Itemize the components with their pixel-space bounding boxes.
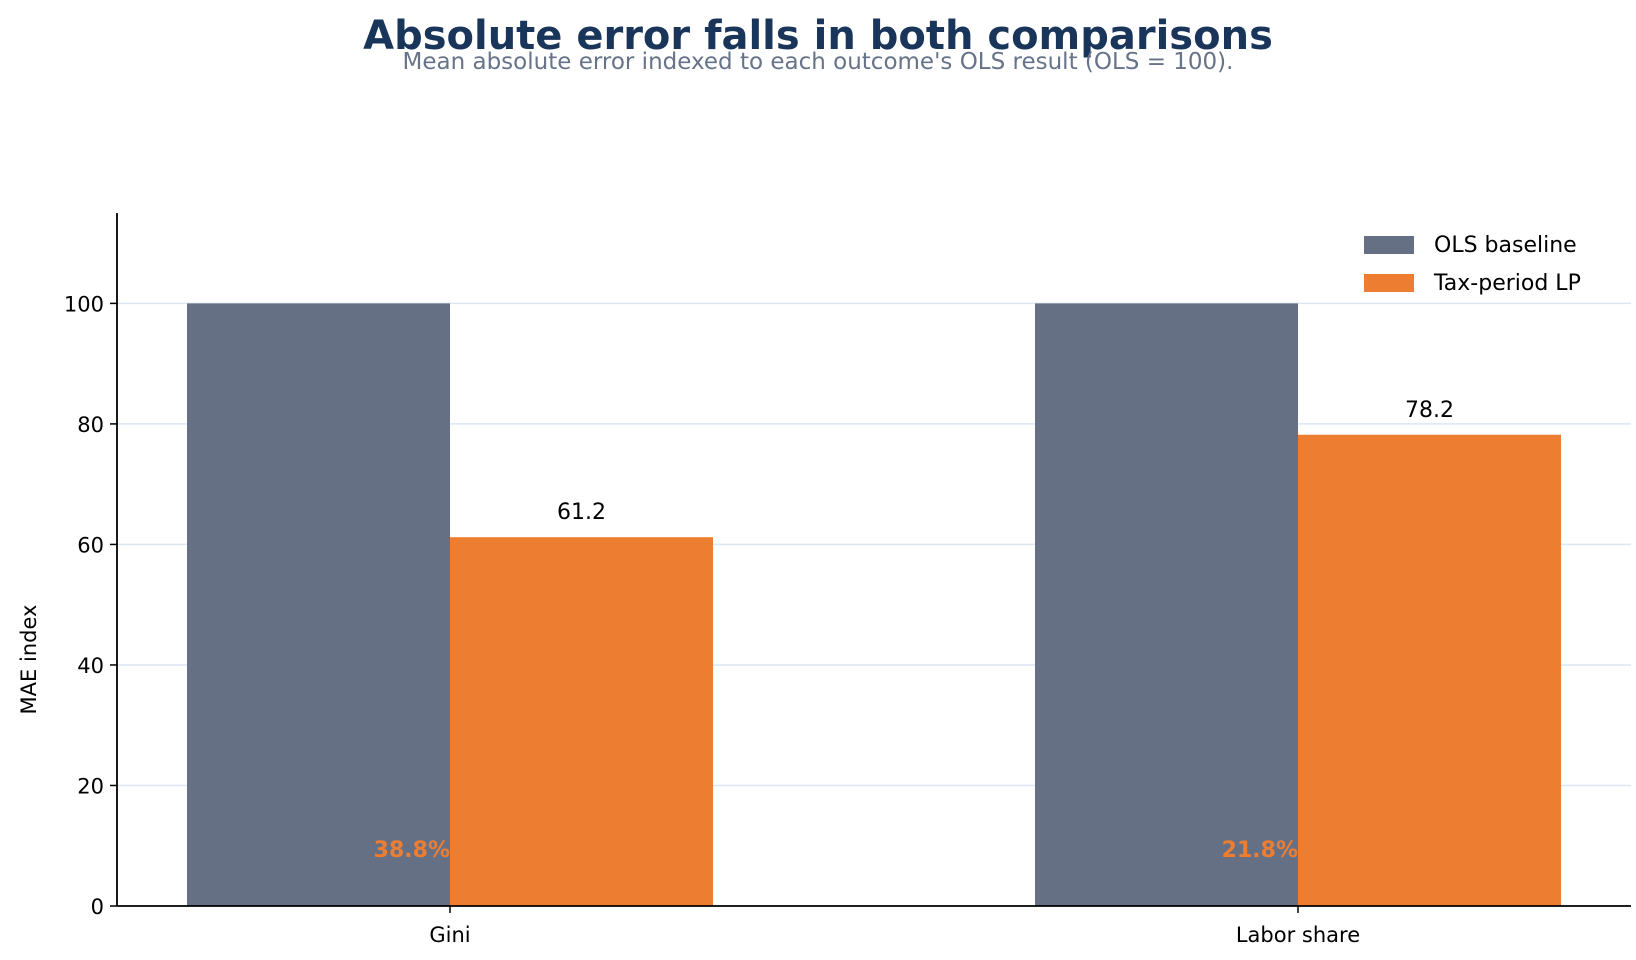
value-label: 61.2 <box>557 500 606 525</box>
bars <box>187 303 1561 906</box>
chart-subtitle: Mean absolute error indexed to each outc… <box>402 49 1234 75</box>
y-tick-label: 100 <box>64 292 104 316</box>
x-tick-label: Labor share <box>1236 923 1360 947</box>
value-label: 78.2 <box>1405 398 1454 423</box>
tax-period-lp-bar <box>450 537 713 906</box>
legend-label: OLS baseline <box>1434 233 1577 258</box>
reduction-annotation: 38.8% <box>374 838 450 863</box>
y-tick-label: 20 <box>77 774 104 798</box>
chart-title: Absolute error falls in both comparisons <box>363 13 1273 59</box>
labels: 61.2 78.2 38.8% 21.8% <box>374 398 1454 863</box>
y-axis-label: MAE index <box>17 605 41 715</box>
legend-swatch <box>1364 274 1414 292</box>
tax-period-lp-bar <box>1298 434 1561 906</box>
legend-label: Tax-period LP <box>1433 271 1581 296</box>
axes: 0 20 40 60 80 100 Gini Labor share MAE index <box>17 213 1631 947</box>
x-tick-label: Gini <box>429 923 470 947</box>
legend-swatch <box>1364 236 1414 254</box>
y-tick-label: 80 <box>77 413 104 437</box>
reduction-annotation: 21.8% <box>1222 838 1298 863</box>
y-tick-label: 60 <box>77 533 104 557</box>
legend: OLS baseline Tax-period LP <box>1364 233 1581 296</box>
y-tick-label: 40 <box>77 654 104 678</box>
ols-baseline-bar <box>187 303 450 906</box>
ols-baseline-bar <box>1035 303 1298 906</box>
y-tick-label: 0 <box>91 895 104 919</box>
